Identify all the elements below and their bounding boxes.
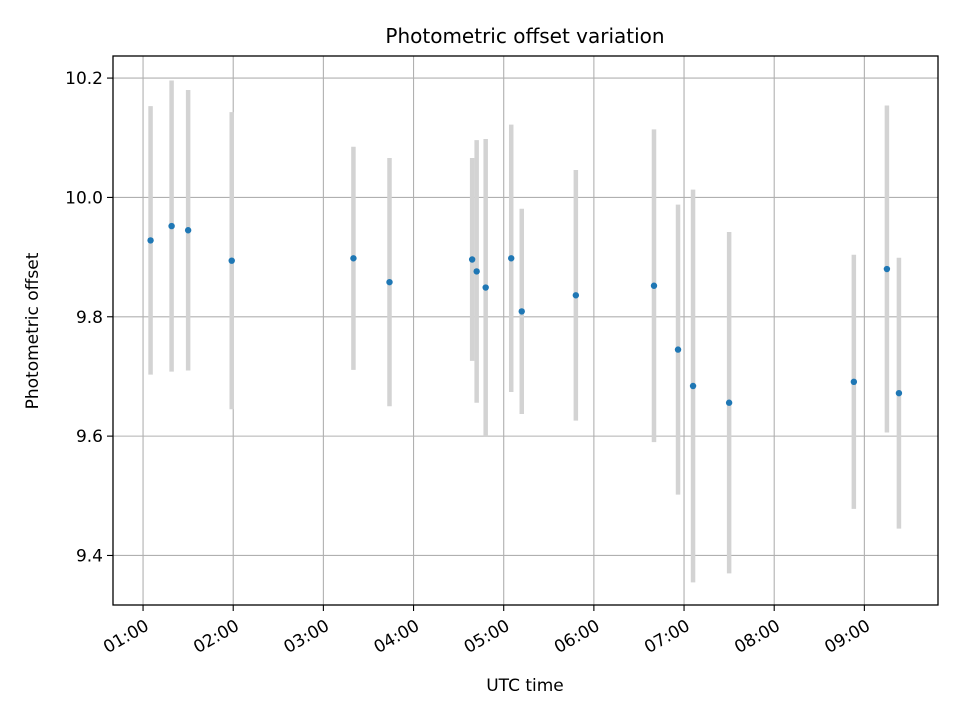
data-points bbox=[147, 222, 903, 406]
y-axis-ticks: 9.4 9.6 9.8 10.0 10.2 bbox=[65, 69, 113, 566]
data-point bbox=[147, 237, 154, 244]
data-point bbox=[725, 399, 733, 406]
data-point bbox=[518, 308, 525, 315]
y-tick-label: 9.6 bbox=[76, 427, 103, 447]
y-tick-label: 9.8 bbox=[76, 308, 103, 328]
grid bbox=[113, 56, 938, 605]
data-point bbox=[895, 389, 903, 397]
x-tick-label: 02:00 bbox=[190, 616, 242, 658]
data-point bbox=[386, 278, 393, 286]
data-point bbox=[228, 257, 235, 264]
x-axis-ticks: 01:00 02:00 03:00 04:00 05:00 06:00 07:00 08:00… bbox=[100, 605, 874, 658]
plot-frame bbox=[112, 55, 939, 606]
y-tick-label: 10.2 bbox=[65, 69, 103, 89]
error-bars bbox=[148, 80, 902, 583]
data-point bbox=[674, 346, 682, 353]
x-tick-label: 09:00 bbox=[821, 616, 873, 658]
data-point bbox=[689, 382, 697, 390]
x-tick-label: 06:00 bbox=[551, 616, 603, 658]
y-tick-label: 9.4 bbox=[76, 546, 103, 566]
data-point bbox=[850, 378, 858, 386]
data-point bbox=[184, 227, 192, 234]
x-tick-label: 08:00 bbox=[731, 616, 783, 658]
data-point bbox=[883, 265, 891, 273]
data-point bbox=[508, 255, 515, 262]
x-axis-label: UTC time bbox=[486, 676, 564, 696]
data-point bbox=[168, 222, 175, 230]
data-point bbox=[572, 292, 580, 299]
x-tick-label: 05:00 bbox=[461, 616, 513, 658]
data-point bbox=[468, 256, 476, 263]
y-axis-label: Photometric offset bbox=[23, 252, 43, 409]
x-tick-label: 04:00 bbox=[371, 616, 423, 658]
data-point bbox=[482, 284, 489, 291]
data-point bbox=[350, 255, 357, 262]
y-tick-label: 10.0 bbox=[65, 188, 103, 208]
x-tick-label: 03:00 bbox=[280, 616, 332, 658]
x-tick-label: 07:00 bbox=[641, 616, 693, 658]
x-tick-label: 01:00 bbox=[100, 616, 152, 658]
data-point bbox=[473, 268, 480, 275]
data-point bbox=[650, 282, 658, 289]
chart-title: Photometric offset variation bbox=[385, 24, 664, 48]
